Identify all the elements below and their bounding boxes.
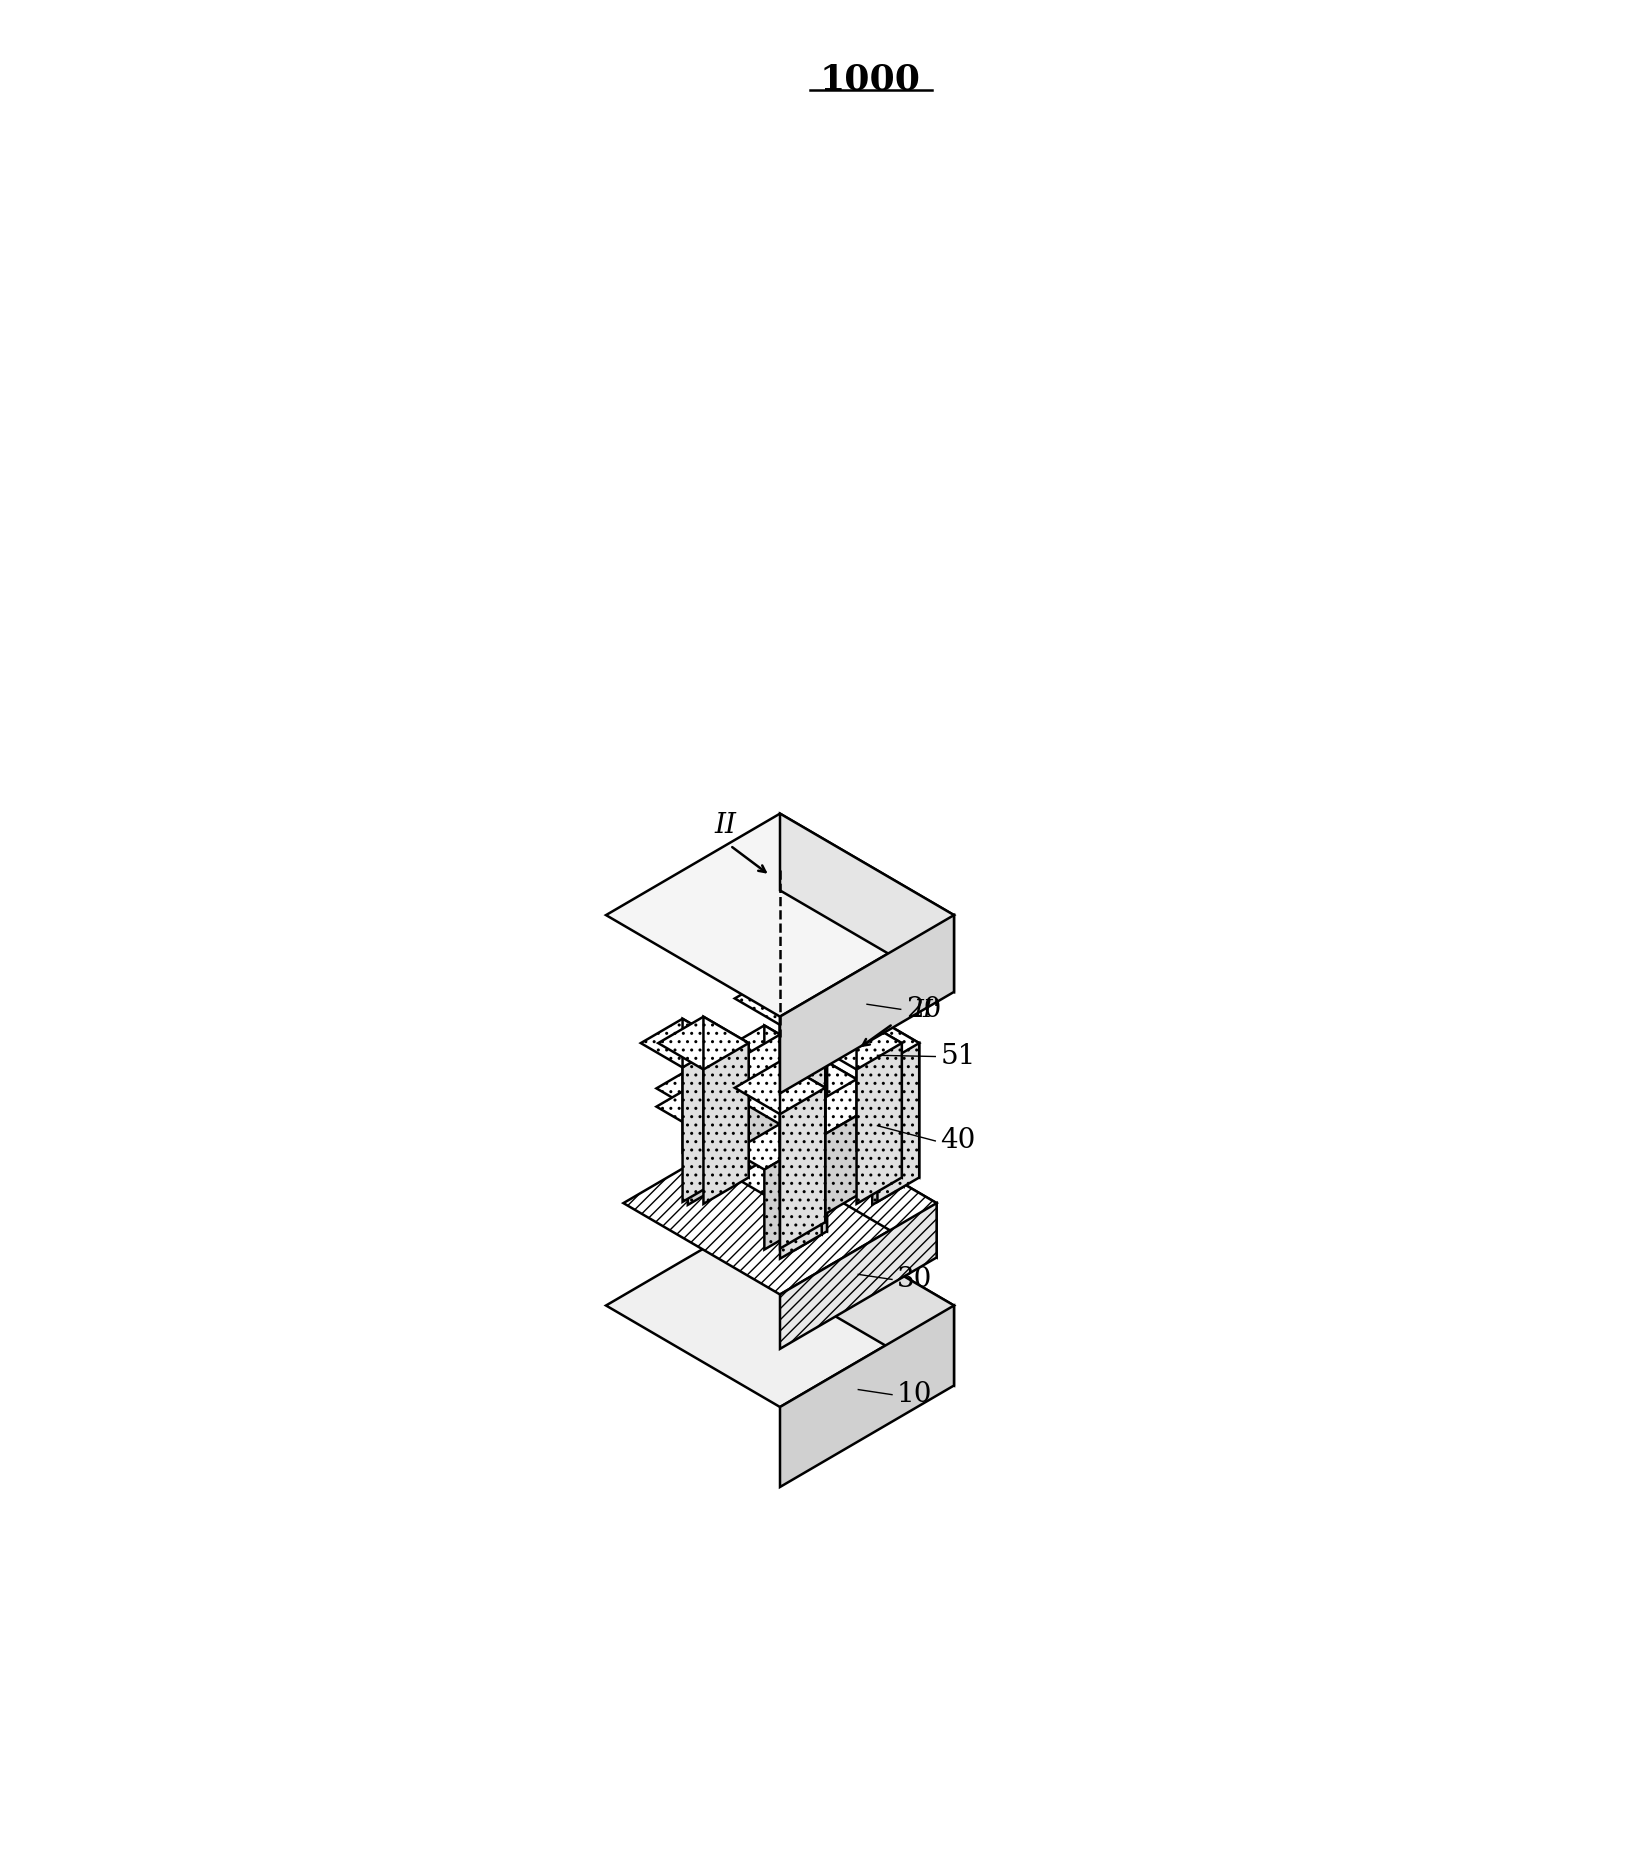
- Polygon shape: [780, 1112, 936, 1258]
- Polygon shape: [682, 1043, 724, 1202]
- Text: II': II': [913, 1000, 939, 1022]
- Polygon shape: [877, 1043, 920, 1202]
- Polygon shape: [703, 1043, 749, 1204]
- Polygon shape: [780, 1204, 954, 1385]
- Polygon shape: [780, 1062, 825, 1222]
- Polygon shape: [796, 1026, 827, 1123]
- Polygon shape: [687, 1071, 827, 1232]
- Text: 1000: 1000: [819, 62, 920, 95]
- Polygon shape: [856, 1043, 902, 1204]
- Polygon shape: [737, 963, 822, 1011]
- Text: 20: 20: [905, 996, 941, 1022]
- Text: 10: 10: [897, 1381, 933, 1407]
- Polygon shape: [835, 1019, 920, 1067]
- Polygon shape: [780, 972, 825, 1133]
- Polygon shape: [703, 1017, 749, 1177]
- Polygon shape: [780, 1088, 825, 1248]
- Polygon shape: [624, 1112, 936, 1295]
- Polygon shape: [641, 1019, 724, 1067]
- Polygon shape: [780, 963, 822, 1121]
- Polygon shape: [606, 813, 954, 1017]
- Polygon shape: [780, 813, 954, 992]
- Polygon shape: [796, 1151, 827, 1250]
- Text: 51: 51: [941, 1043, 975, 1071]
- Polygon shape: [780, 998, 825, 1159]
- Polygon shape: [873, 1106, 904, 1206]
- Polygon shape: [734, 972, 825, 1024]
- Polygon shape: [780, 916, 954, 1093]
- Polygon shape: [658, 1017, 749, 1069]
- Polygon shape: [764, 1088, 904, 1250]
- Polygon shape: [764, 1026, 904, 1187]
- Polygon shape: [606, 1204, 954, 1407]
- Polygon shape: [737, 1075, 822, 1125]
- Polygon shape: [733, 1071, 904, 1170]
- Text: 30: 30: [897, 1265, 933, 1293]
- Polygon shape: [780, 1075, 822, 1234]
- Polygon shape: [734, 1062, 825, 1114]
- Polygon shape: [780, 1306, 954, 1488]
- Polygon shape: [780, 987, 822, 1146]
- Polygon shape: [656, 1026, 827, 1125]
- Polygon shape: [656, 1071, 827, 1170]
- Polygon shape: [877, 1019, 920, 1177]
- Polygon shape: [733, 1026, 904, 1125]
- Text: 40: 40: [941, 1127, 975, 1155]
- Polygon shape: [780, 1204, 936, 1349]
- Polygon shape: [780, 1101, 822, 1258]
- Polygon shape: [873, 1071, 904, 1168]
- Polygon shape: [856, 1017, 902, 1177]
- Polygon shape: [811, 1017, 902, 1069]
- Polygon shape: [687, 1043, 827, 1206]
- Polygon shape: [682, 1019, 724, 1177]
- Text: II: II: [715, 811, 736, 839]
